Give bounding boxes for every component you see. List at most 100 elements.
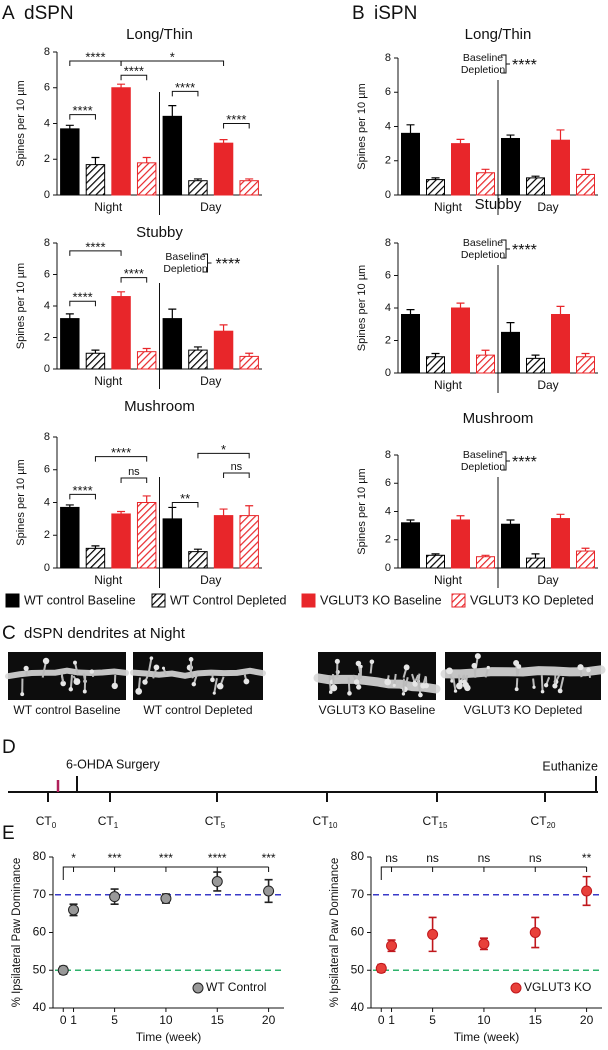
y-tick-label: 0 <box>44 189 50 201</box>
x-tick-label: 15 <box>211 1013 225 1027</box>
timeline-tick-label: CT20 <box>531 814 556 830</box>
bar <box>111 513 131 569</box>
y-tick-label: 0 <box>385 367 391 379</box>
significance-label: *** <box>262 851 276 865</box>
y-axis-label: Spines per 10 µm <box>356 83 368 169</box>
error-bar <box>431 553 440 556</box>
spine-head <box>23 665 29 671</box>
legend-swatch <box>5 593 20 608</box>
chart-title: Long/Thin <box>465 26 532 43</box>
legend-label: WT Control <box>206 980 266 994</box>
y-tick-label: 40 <box>33 1000 47 1014</box>
spine <box>540 675 544 692</box>
spine-head <box>355 660 362 667</box>
data-point <box>529 927 541 938</box>
significance-label: *** <box>159 851 173 865</box>
x-tick-label: Night <box>94 573 123 587</box>
spine-head <box>532 685 536 689</box>
bd-label: Baseline <box>463 237 503 249</box>
bd-label: Depletion <box>461 64 506 76</box>
y-tick-label: 60 <box>351 925 365 939</box>
spine-head <box>543 683 549 688</box>
chart-title: Stubby <box>475 196 522 213</box>
chart-title: Mushroom <box>463 410 534 427</box>
tick-base: CT <box>423 814 440 828</box>
x-tick-label: 5 <box>429 1013 436 1027</box>
x-tick-label: Day <box>537 378 558 392</box>
bd-label: Depletion <box>163 263 208 275</box>
tick-sub: 5 <box>221 821 226 830</box>
error-bar <box>245 505 254 516</box>
error-bar <box>531 354 540 359</box>
spine-head <box>557 688 563 694</box>
image-caption: VGLUT3 KO Baseline <box>319 703 436 717</box>
significance-label: ns <box>128 466 140 478</box>
legend-label: VGLUT3 KO Depleted <box>470 593 594 607</box>
y-tick-label: 40 <box>351 1000 365 1014</box>
data-point <box>478 938 490 950</box>
bar <box>188 180 208 196</box>
tick-sub: 20 <box>547 821 556 830</box>
y-tick-label: 8 <box>385 237 391 249</box>
x-tick-label: 5 <box>111 1013 118 1027</box>
bar <box>60 506 80 569</box>
bar <box>526 557 545 569</box>
error-bar <box>406 519 415 523</box>
y-tick-label: 4 <box>44 496 50 508</box>
chart-title: Mushroom <box>124 398 195 415</box>
significance-bracket <box>69 493 96 500</box>
spine <box>347 677 351 694</box>
error-bar <box>431 352 440 357</box>
spine-head <box>384 678 392 686</box>
spine-head <box>161 666 165 670</box>
x-tick-label: Day <box>200 573 221 587</box>
spine-head <box>61 681 66 686</box>
y-tick-label: 50 <box>351 962 365 976</box>
bar <box>213 515 234 569</box>
x-tick-label: Day <box>200 374 221 388</box>
bar <box>501 331 520 374</box>
legend-swatch <box>301 593 316 608</box>
bar <box>188 349 208 370</box>
bar <box>551 139 570 196</box>
y-tick-label: 4 <box>385 505 391 517</box>
error-bar <box>245 178 254 181</box>
panel-title: iSPN <box>374 3 417 24</box>
spine-head <box>89 669 95 674</box>
timeline-tick-label: CT5 <box>205 814 226 830</box>
data-point <box>263 885 275 897</box>
spine-head <box>446 667 453 675</box>
image-caption: WT control Depleted <box>143 703 252 717</box>
error-bar <box>193 178 202 181</box>
bar <box>551 518 570 569</box>
spine-head <box>403 664 410 671</box>
tick-sub: 10 <box>329 821 338 830</box>
bd-bracket <box>202 253 212 273</box>
y-tick-label: 60 <box>33 925 47 939</box>
y-tick-label: 6 <box>44 268 50 280</box>
bar <box>85 547 106 569</box>
significance-bracket <box>223 123 250 129</box>
bd-bracket <box>501 54 510 74</box>
bar <box>60 318 80 370</box>
significance-label: **** <box>73 483 93 498</box>
data-point <box>211 876 223 888</box>
y-tick-label: 6 <box>44 82 50 94</box>
spine-head <box>347 691 352 696</box>
x-tick-label: 15 <box>529 1013 543 1027</box>
data-point <box>375 962 387 974</box>
legend-label: WT control Baseline <box>24 593 136 607</box>
y-tick-label: 2 <box>385 334 391 346</box>
dendrite <box>5 667 129 680</box>
y-tick-label: 2 <box>385 534 391 546</box>
spine-head <box>401 692 406 696</box>
error-bar <box>219 138 228 144</box>
y-tick-label: 6 <box>385 86 391 98</box>
spine-head <box>212 691 216 695</box>
error-bar <box>506 519 515 525</box>
chart-title: Stubby <box>136 224 183 241</box>
error-bar <box>481 168 490 173</box>
error-bar <box>117 83 126 88</box>
x-tick-label: Night <box>434 573 463 587</box>
